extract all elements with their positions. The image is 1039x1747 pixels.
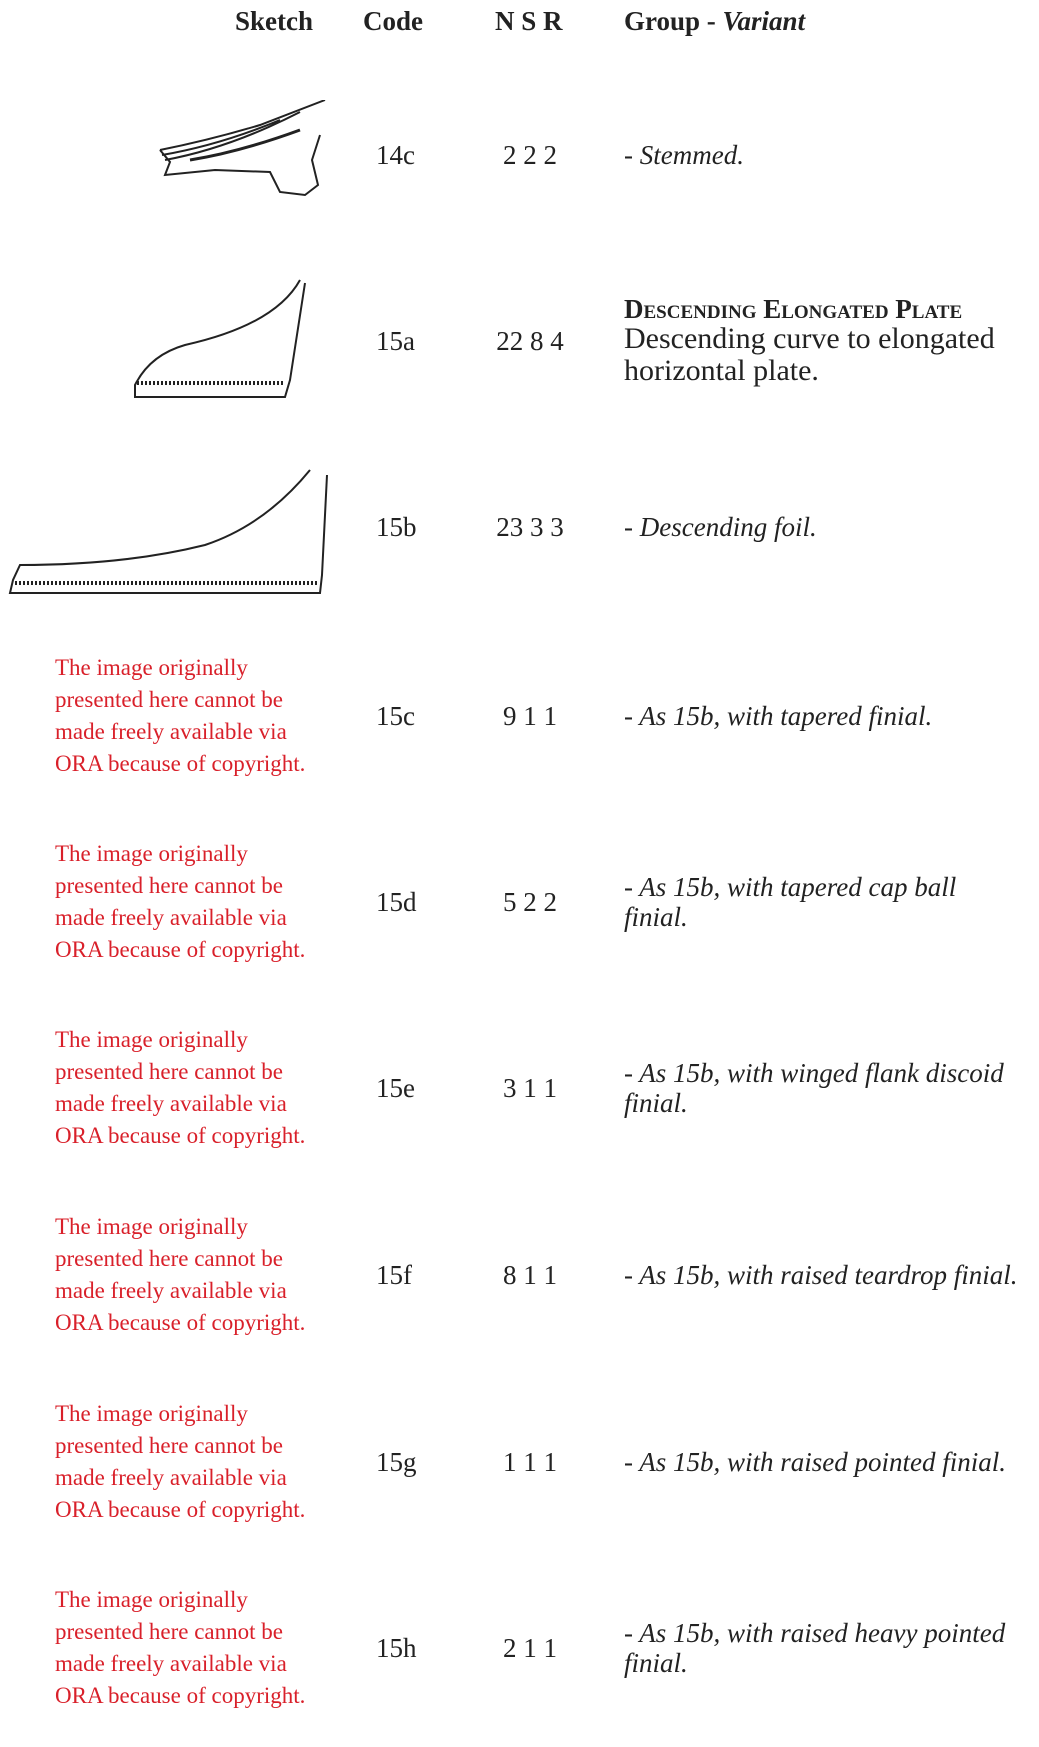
variant: - As 15b, with raised heavy pointed fini… xyxy=(624,1618,1006,1678)
nsr: 23 3 3 xyxy=(496,512,564,542)
nsr: 22 8 4 xyxy=(496,326,564,356)
nsr: 3 1 1 xyxy=(503,1073,557,1103)
nsr: 1 1 1 xyxy=(503,1447,557,1477)
sketch-15a xyxy=(134,279,306,398)
variant: - As 15b, with raised teardrop finial. xyxy=(624,1260,1018,1290)
code: 15d xyxy=(376,887,417,917)
group: Descending Elongated Plate Descending cur… xyxy=(624,295,1034,387)
code: 15a xyxy=(376,326,415,356)
code: 15g xyxy=(376,1447,417,1477)
code: 15c xyxy=(376,701,415,731)
code: 14c xyxy=(376,140,415,170)
header-group: Group - Variant xyxy=(624,6,805,37)
header-nsr: N S R xyxy=(495,6,563,36)
variant: - Stemmed. xyxy=(624,140,744,170)
code: 15e xyxy=(376,1073,415,1103)
header-group-text: Group - xyxy=(624,6,716,36)
nsr: 5 2 2 xyxy=(503,887,557,917)
code: 15h xyxy=(376,1633,417,1663)
variant: - As 15b, with tapered cap ball finial. xyxy=(624,872,957,932)
copyright-notice: The image originally presented here cann… xyxy=(55,841,306,962)
nsr: 9 1 1 xyxy=(503,701,557,731)
header-variant: Variant xyxy=(722,6,806,36)
nsr: 2 2 2 xyxy=(503,140,557,170)
code: 15f xyxy=(376,1260,412,1290)
group-description: Descending curve to elongated horizontal… xyxy=(624,322,995,387)
variant: - As 15b, with tapered finial. xyxy=(624,701,933,731)
nsr: 2 1 1 xyxy=(503,1633,557,1663)
sketch-15b xyxy=(8,469,328,594)
variant: - As 15b, with raised pointed finial. xyxy=(624,1447,1007,1477)
copyright-notice: The image originally presented here cann… xyxy=(55,1027,306,1148)
variant: - Descending foil. xyxy=(624,512,817,542)
copyright-notice: The image originally presented here cann… xyxy=(55,655,306,776)
header-sketch: Sketch xyxy=(235,6,314,36)
copyright-notice: The image originally presented here cann… xyxy=(55,1214,306,1335)
group-title: Descending Elongated Plate xyxy=(624,294,963,324)
sketch-14c xyxy=(159,100,326,197)
code: 15b xyxy=(376,512,417,542)
variant: - As 15b, with winged flank discoid fini… xyxy=(624,1058,1004,1118)
nsr: 8 1 1 xyxy=(503,1260,557,1290)
copyright-notice: The image originally presented here cann… xyxy=(55,1587,306,1708)
copyright-notice: The image originally presented here cann… xyxy=(55,1401,306,1522)
header-code: Code xyxy=(363,6,423,36)
